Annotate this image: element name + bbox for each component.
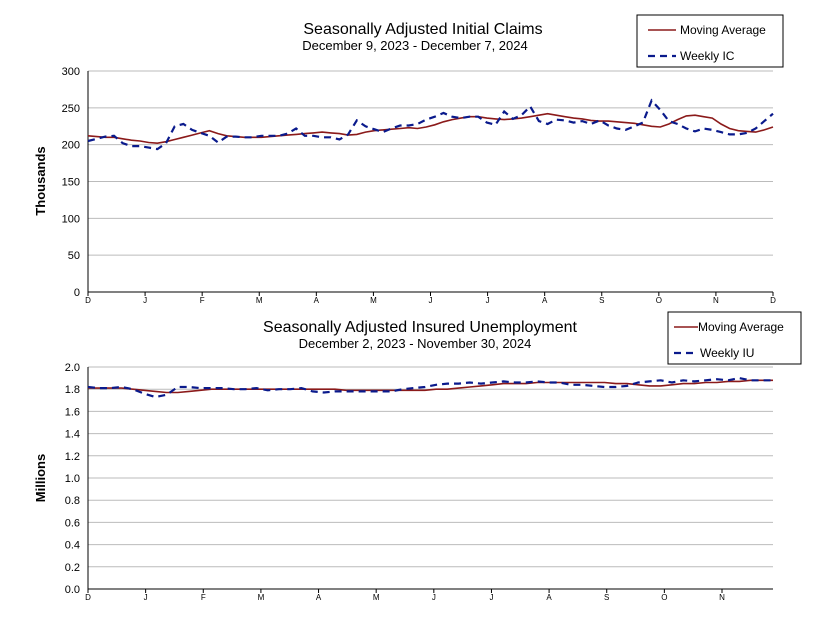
chart-subtitle: December 2, 2023 - November 30, 2024 xyxy=(299,336,532,351)
x-tick-label: O xyxy=(656,296,662,305)
y-tick-label: 150 xyxy=(62,177,80,189)
y-tick-label: 2.0 xyxy=(65,362,80,374)
y-tick-label: 1.8 xyxy=(65,384,80,396)
x-tick-label: N xyxy=(719,593,725,602)
y-axis-label: Thousands xyxy=(33,146,48,215)
legend-label-moving-average: Moving Average xyxy=(680,23,766,37)
y-tick-label: 100 xyxy=(62,213,80,225)
x-tick-label: D xyxy=(85,296,91,305)
series-line-moving-average xyxy=(88,379,773,394)
y-tick-label: 250 xyxy=(62,103,80,115)
x-tick-label: A xyxy=(316,593,322,602)
series-line-weekly xyxy=(87,98,774,151)
legend: Moving Average Weekly IC xyxy=(636,14,784,68)
x-tick-label: A xyxy=(542,296,548,305)
gridlines xyxy=(87,70,774,296)
x-tick-label: A xyxy=(314,296,320,305)
y-tick-label: 1.2 xyxy=(65,451,80,463)
y-axis-label: Millions xyxy=(33,454,48,502)
x-tick-label: J xyxy=(432,593,436,602)
gridlines xyxy=(87,366,773,593)
x-tick-label: S xyxy=(604,593,609,602)
y-tick-label: 1.0 xyxy=(65,473,80,485)
insured-unemployment-chart: Seasonally Adjusted Insured Unemployment… xyxy=(33,311,802,602)
y-tick-label: 0.0 xyxy=(65,584,80,596)
x-tick-label: S xyxy=(599,296,604,305)
tick-labels: 0 50 100 150 200 250 300 D J F M A M J J A S O N D xyxy=(62,66,776,305)
legend-label-moving-average: Moving Average xyxy=(698,320,784,334)
y-tick-label: 0.2 xyxy=(65,562,80,574)
tick-labels: 0.0 0.2 0.4 0.6 0.8 1.0 1.2 1.4 1.6 1.8 2.0 D J F M A M J… xyxy=(65,362,725,602)
x-tick-label: J xyxy=(489,593,493,602)
x-tick-label: F xyxy=(200,296,205,305)
x-tick-label: N xyxy=(713,296,719,305)
x-tick-label: A xyxy=(546,593,552,602)
initial-claims-chart: Seasonally Adjusted Initial Claims Decem… xyxy=(33,14,784,305)
x-tick-label: M xyxy=(370,296,377,305)
series-line-weekly xyxy=(87,376,773,399)
legend-label-weekly-ic: Weekly IC xyxy=(680,49,735,63)
legend-box xyxy=(667,311,802,365)
legend-label-weekly-iu: Weekly IU xyxy=(700,346,754,360)
x-tick-label: F xyxy=(201,593,206,602)
x-tick-label: M xyxy=(256,296,263,305)
y-tick-label: 50 xyxy=(68,250,80,262)
legend: Moving Average Weekly IU xyxy=(667,311,802,365)
chart-title: Seasonally Adjusted Initial Claims xyxy=(303,21,542,38)
x-tick-label: D xyxy=(85,593,91,602)
y-tick-label: 0.4 xyxy=(65,540,80,552)
y-tick-label: 1.4 xyxy=(65,429,80,441)
y-tick-label: 300 xyxy=(62,66,80,78)
y-tick-label: 0.6 xyxy=(65,517,80,529)
x-tick-label: M xyxy=(258,593,265,602)
y-tick-label: 1.6 xyxy=(65,406,80,418)
legend-box xyxy=(636,14,784,68)
series-lines xyxy=(87,376,773,399)
x-tick-label: J xyxy=(429,296,433,305)
chart-subtitle: December 9, 2023 - December 7, 2024 xyxy=(302,38,527,53)
chart-title: Seasonally Adjusted Insured Unemployment xyxy=(263,319,578,336)
x-tick-label: O xyxy=(661,593,667,602)
x-tick-label: M xyxy=(373,593,380,602)
series-lines xyxy=(87,98,774,151)
x-tick-label: J xyxy=(144,593,148,602)
x-tick-label: J xyxy=(486,296,490,305)
y-tick-label: 0.8 xyxy=(65,495,80,507)
x-tick-label: J xyxy=(143,296,147,305)
x-tick-label: D xyxy=(770,296,776,305)
y-tick-label: 200 xyxy=(62,140,80,152)
y-tick-label: 0 xyxy=(74,287,80,299)
